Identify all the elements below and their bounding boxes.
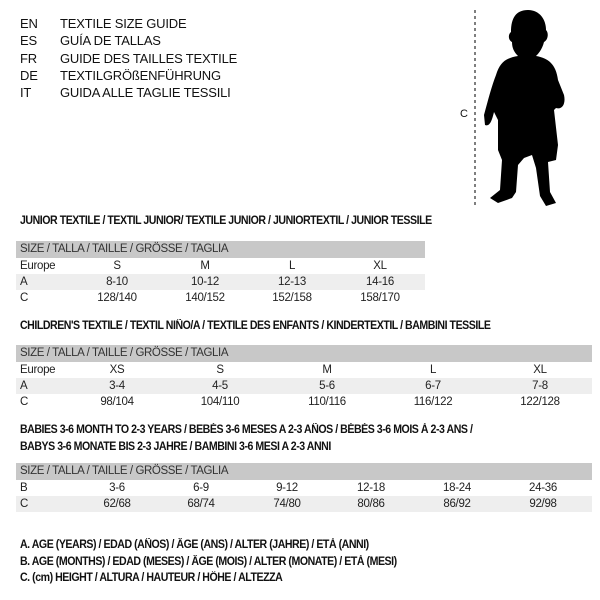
row-label: Europe [20, 364, 56, 376]
table-cell: 152/158 [272, 292, 312, 304]
table-cell: 8-10 [106, 276, 128, 288]
table-cell: 92/98 [529, 498, 557, 510]
table-cell: 104/110 [200, 396, 240, 408]
table-cell: 110/116 [308, 396, 346, 408]
table-cell: 68/74 [187, 498, 215, 510]
table-cell: 158/170 [360, 292, 400, 304]
table-header: SIZE / TALLA / TAILLE / GRÖSSE / TAGLIA [16, 241, 425, 258]
height-measure-label: C [460, 108, 468, 120]
table-row: C 128/140 140/152 152/158 158/170 [16, 290, 425, 306]
size-table: SIZE / TALLA / TAILLE / GRÖSSE / TAGLIA B… [16, 463, 592, 512]
child-silhouette-icon [474, 10, 565, 207]
legend-item: A. AGE (YEARS) / EDAD (AÑOS) / ÂGE (ANS)… [20, 539, 369, 551]
language-code: FR [20, 50, 37, 66]
table-cell: 3-4 [109, 380, 125, 392]
table-cell: M [200, 260, 210, 272]
size-table: SIZE / TALLA / TAILLE / GRÖSSE / TAGLIA E… [16, 241, 425, 306]
row-label: A [20, 276, 28, 288]
table-row: A 3-4 4-5 5-6 6-7 7-8 [16, 378, 592, 394]
language-code: ES [20, 33, 37, 49]
table-heading: BABYS 3-6 MONATE BIS 2-3 JAHRE / BAMBINI… [20, 441, 331, 453]
table-cell: 5-6 [319, 380, 335, 392]
table-cell: XL [533, 364, 547, 376]
table-row: Europe XS S M L XL [16, 362, 592, 378]
table-cell: 128/140 [97, 292, 137, 304]
language-code: IT [20, 85, 32, 101]
table-row: C 98/104 104/110 110/116 116/122 122/128 [16, 394, 592, 410]
row-label: C [20, 396, 29, 408]
table-cell: 4-5 [212, 380, 228, 392]
table-header: SIZE / TALLA / TAILLE / GRÖSSE / TAGLIA [16, 345, 592, 362]
table-row: Europe S M L XL [16, 258, 425, 274]
table-cell: 74/80 [273, 498, 301, 510]
table-heading: CHILDREN'S TEXTILE / TEXTIL NIÑO/A / TEX… [20, 320, 491, 332]
table-row: C 62/68 68/74 74/80 80/86 86/92 92/98 [16, 496, 592, 512]
legend-item: B. AGE (MONTHS) / EDAD (MESES) / ÂGE (MO… [20, 555, 397, 568]
table-cell: 12-18 [357, 482, 385, 494]
language-title: TEXTILGRÖßENFÜHRUNG [60, 67, 221, 83]
table-cell: 18-24 [443, 482, 471, 494]
table-cell: 80/86 [357, 498, 385, 510]
table-cell: 10-12 [191, 276, 219, 288]
table-cell: 6-7 [425, 380, 441, 392]
language-title: GUIDE DES TAILLES TEXTILE [60, 50, 238, 66]
table-cell: 98/104 [100, 396, 134, 408]
table-cell: S [113, 260, 121, 272]
table-heading: BABIES 3-6 MONTH TO 2-3 YEARS / BEBÉS 3-… [20, 424, 473, 436]
language-title: GUÍA DE TALLAS [60, 33, 161, 49]
table-cell: M [322, 364, 332, 376]
table-cell: L [288, 260, 296, 272]
row-label: C [20, 292, 29, 304]
size-table: SIZE / TALLA / TAILLE / GRÖSSE / TAGLIA E… [16, 345, 592, 410]
table-cell: 9-12 [276, 482, 298, 494]
table-cell: 122/128 [520, 396, 560, 408]
row-label: C [20, 498, 29, 510]
table-cell: 116/122 [413, 396, 453, 408]
language-code: EN [20, 16, 38, 31]
table-cell: 24-36 [529, 482, 557, 494]
table-cell: S [216, 364, 224, 376]
language-title: TEXTILE SIZE GUIDE [60, 16, 187, 31]
language-code: DE [20, 67, 38, 83]
table-cell: 12-13 [278, 276, 306, 288]
table-cell: 140/152 [185, 292, 225, 304]
table-row: B 3-6 6-9 9-12 12-18 18-24 24-36 [16, 480, 592, 496]
table-cell: XS [109, 364, 125, 376]
legend-item: C. (cm) HEIGHT / ALTURA / HAUTEUR / HÖHE… [20, 572, 283, 584]
table-cell: L [429, 364, 437, 376]
table-cell: 62/68 [103, 498, 131, 510]
table-cell: 3-6 [109, 482, 125, 494]
table-cell: 86/92 [443, 498, 471, 510]
table-header: SIZE / TALLA / TAILLE / GRÖSSE / TAGLIA [16, 463, 592, 480]
table-cell: XL [373, 260, 387, 272]
language-title: GUIDA ALLE TAGLIE TESSILI [60, 85, 231, 101]
table-row: A 8-10 10-12 12-13 14-16 [16, 274, 425, 290]
table-heading: JUNIOR TEXTILE / TEXTIL JUNIOR/ TEXTILE … [20, 215, 432, 227]
row-label: B [20, 482, 28, 494]
table-cell: 6-9 [193, 482, 209, 494]
row-label: A [20, 380, 28, 392]
row-label: Europe [20, 260, 56, 272]
table-cell: 14-16 [366, 276, 394, 288]
table-cell: 7-8 [532, 380, 548, 392]
